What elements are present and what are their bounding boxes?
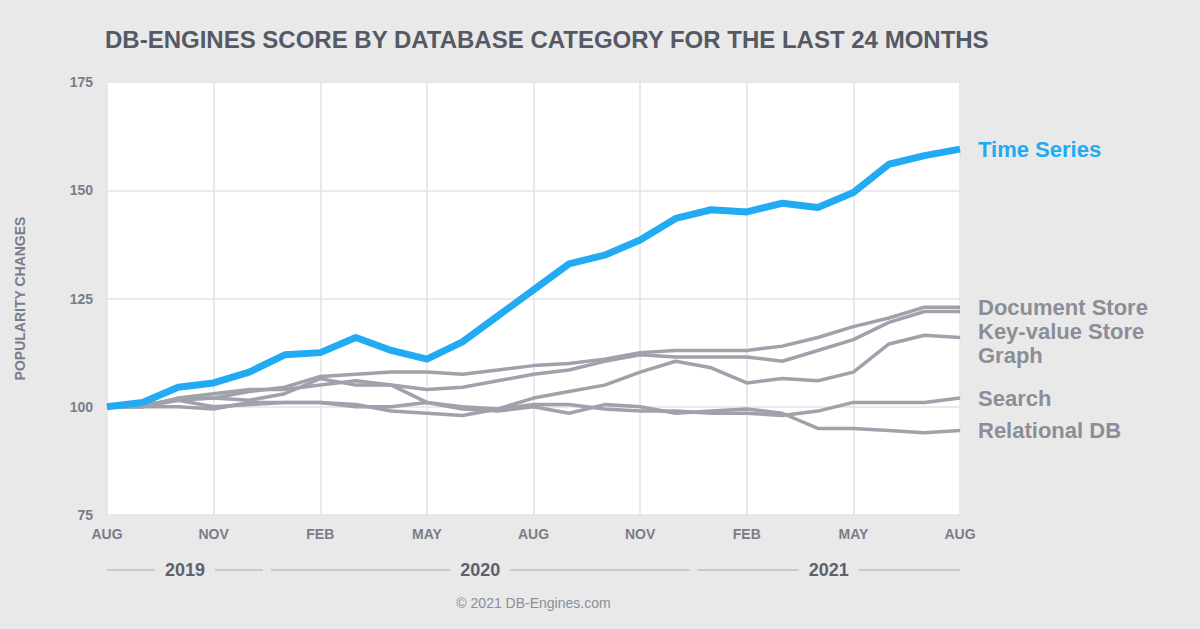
svg-text:100: 100 xyxy=(70,399,94,415)
svg-text:MAY: MAY xyxy=(412,526,442,542)
svg-text:Relational DB: Relational DB xyxy=(978,418,1121,443)
svg-text:AUG: AUG xyxy=(944,526,975,542)
svg-text:Search: Search xyxy=(978,386,1051,411)
svg-text:175: 175 xyxy=(70,74,94,90)
svg-text:NOV: NOV xyxy=(198,526,229,542)
svg-text:AUG: AUG xyxy=(91,526,122,542)
svg-text:NOV: NOV xyxy=(625,526,656,542)
svg-text:DB-ENGINES SCORE BY DATABASE C: DB-ENGINES SCORE BY DATABASE CATEGORY FO… xyxy=(105,26,989,53)
svg-text:Time Series: Time Series xyxy=(978,137,1101,162)
svg-text:2020: 2020 xyxy=(460,560,500,580)
svg-text:125: 125 xyxy=(70,291,94,307)
svg-text:75: 75 xyxy=(77,507,93,523)
svg-text:FEB: FEB xyxy=(306,526,334,542)
svg-text:POPULARITY CHANGES: POPULARITY CHANGES xyxy=(12,217,28,381)
svg-text:Key-value Store: Key-value Store xyxy=(978,319,1144,344)
svg-text:AUG: AUG xyxy=(518,526,549,542)
svg-text:2021: 2021 xyxy=(809,560,849,580)
svg-text:2019: 2019 xyxy=(165,560,205,580)
svg-text:MAY: MAY xyxy=(838,526,868,542)
svg-text:FEB: FEB xyxy=(733,526,761,542)
svg-text:Document Store: Document Store xyxy=(978,295,1148,320)
svg-text:Graph: Graph xyxy=(978,343,1043,368)
svg-text:150: 150 xyxy=(70,182,94,198)
svg-text:© 2021 DB-Engines.com: © 2021 DB-Engines.com xyxy=(456,595,610,611)
